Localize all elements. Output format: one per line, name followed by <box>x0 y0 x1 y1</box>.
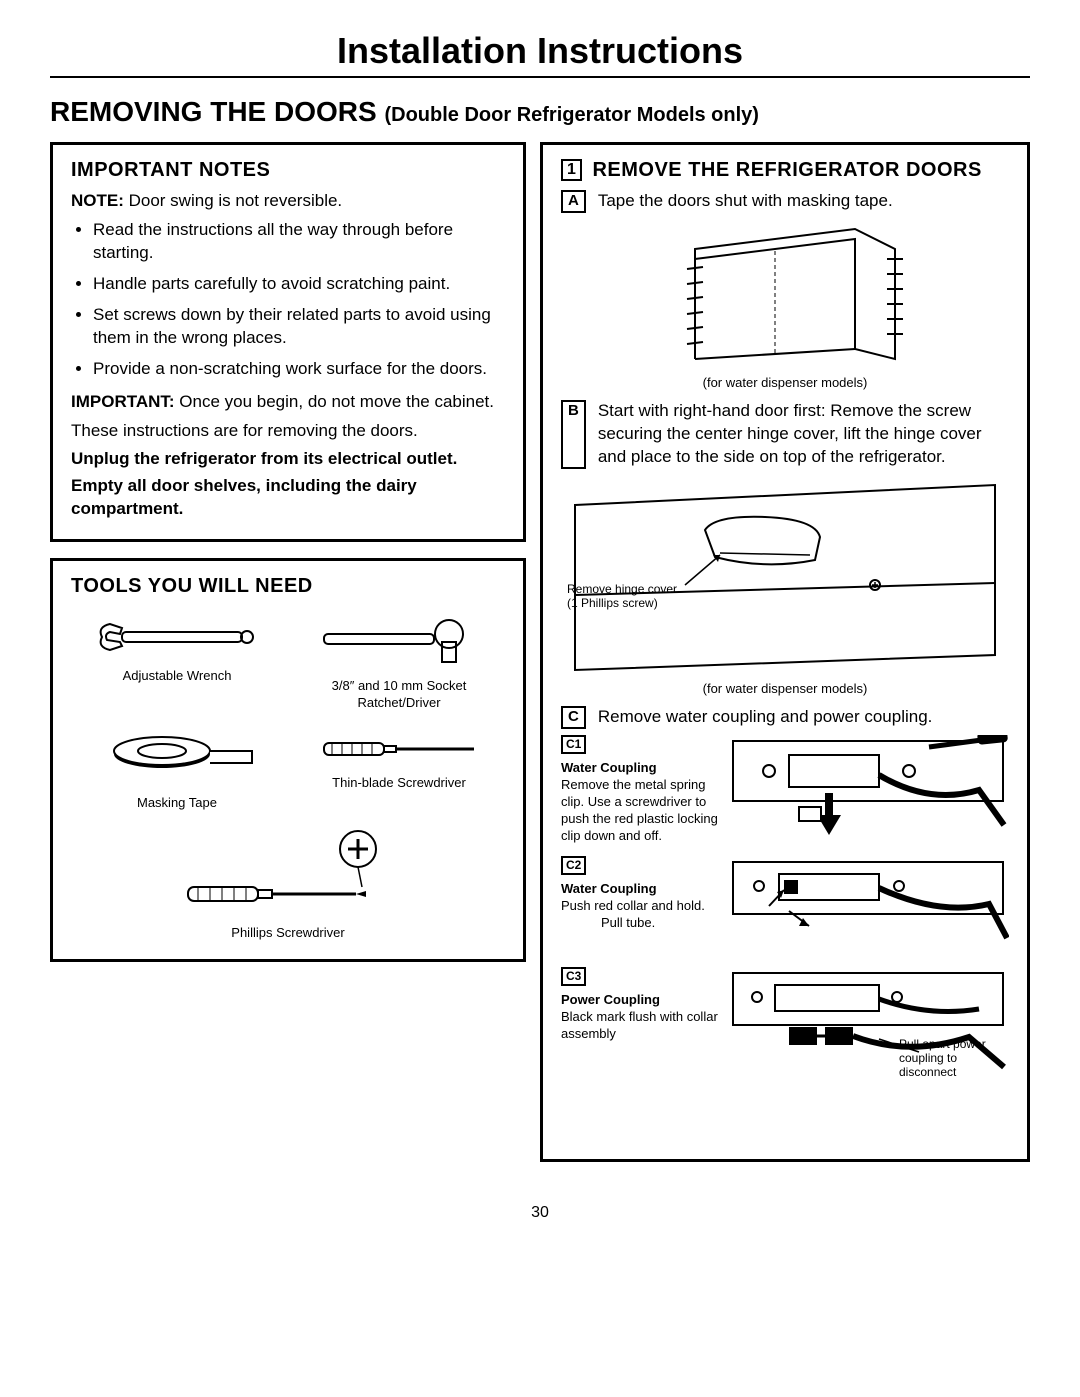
c1-left: C1 Water Coupling Remove the metal sprin… <box>561 735 721 850</box>
bullet-2: Handle parts carefully to avoid scratchi… <box>93 273 505 296</box>
important-label: IMPORTANT: <box>71 392 175 411</box>
c3-illustration: Pull apart power coupling to disconnect <box>729 967 1009 1092</box>
empty-shelves-line: Empty all door shelves, including the da… <box>71 475 505 521</box>
tool-phillips: Phillips Screwdriver <box>71 829 505 941</box>
wrench-icon <box>92 612 262 662</box>
remove-doors-title: 1 REMOVE THE REFRIGERATOR DOORS <box>561 159 1009 182</box>
tool-phillips-label: Phillips Screwdriver <box>71 925 505 941</box>
step-b: B Start with right-hand door first: Remo… <box>561 400 1009 469</box>
c2-text1: Push red collar and hold. <box>561 898 721 915</box>
step-b-letter: B <box>561 400 586 469</box>
tape-icon <box>92 729 262 789</box>
c2-illustration <box>729 856 1009 961</box>
bullet-1: Read the instructions all the way throug… <box>93 219 505 265</box>
remove-doors-title-text: REMOVE THE REFRIGERATOR DOORS <box>592 159 981 181</box>
tool-thin-label: Thin-blade Screwdriver <box>293 775 505 791</box>
step-a-text: Tape the doors shut with masking tape. <box>598 190 1009 213</box>
c2-left: C2 Water Coupling Push red collar and ho… <box>561 856 721 961</box>
bullet-4: Provide a non-scratching work surface fo… <box>93 358 505 381</box>
c3-text1: Black mark flush with collar assembly <box>561 1009 721 1043</box>
step-b-callout2: (1 Phillips screw) <box>567 596 658 610</box>
step-a-note: (for water dispenser models) <box>561 375 1009 390</box>
title-rule <box>50 76 1030 78</box>
remove-doors-box: 1 REMOVE THE REFRIGERATOR DOORS A Tape t… <box>540 142 1030 1162</box>
c1-label: C1 <box>561 735 586 755</box>
step-b-text: Start with right-hand door first: Remove… <box>598 400 1009 469</box>
c2-label: C2 <box>561 856 586 876</box>
tool-tape: Masking Tape <box>71 729 283 811</box>
step-b-illustration: Remove hinge cover (1 Phillips screw) <box>561 475 1009 675</box>
tool-thin-screwdriver: Thin-blade Screwdriver <box>293 729 505 811</box>
substep-c3: C3 Power Coupling Black mark flush with … <box>561 967 1009 1092</box>
page-number: 30 <box>50 1204 1030 1222</box>
c3-label: C3 <box>561 967 586 987</box>
c1-text: Remove the metal spring clip. Use a scre… <box>561 777 721 845</box>
section-heading: REMOVING THE DOORS (Double Door Refriger… <box>50 96 1030 128</box>
bullet-3: Set screws down by their related parts t… <box>93 304 505 350</box>
step-number-1: 1 <box>561 159 582 181</box>
important-notes-title: IMPORTANT NOTES <box>71 159 505 182</box>
note-text: Door swing is not reversible. <box>124 191 342 210</box>
step-b-callout1: Remove hinge cover <box>567 582 677 596</box>
section-sub: (Double Door Refrigerator Models only) <box>384 104 758 126</box>
notes-bullets: Read the instructions all the way throug… <box>71 219 505 381</box>
step-a: A Tape the doors shut with masking tape. <box>561 190 1009 213</box>
tool-wrench-label: Adjustable Wrench <box>71 668 283 684</box>
ratchet-icon <box>314 612 484 672</box>
unplug-line: Unplug the refrigerator from its electri… <box>71 448 505 471</box>
substep-c1: C1 Water Coupling Remove the metal sprin… <box>561 735 1009 850</box>
tool-ratchet: 3/8″ and 10 mm Socket Ratchet/Driver <box>293 612 505 711</box>
section-main: REMOVING THE DOORS <box>50 96 377 127</box>
step-a-letter: A <box>561 190 586 213</box>
c1-title: Water Coupling <box>561 760 721 777</box>
c3-text2: Pull apart power coupling to disconnect <box>899 1037 1009 1080</box>
note-label: NOTE: <box>71 191 124 210</box>
substep-c2: C2 Water Coupling Push red collar and ho… <box>561 856 1009 961</box>
tools-box: TOOLS YOU WILL NEED Adjustable Wrench <box>50 558 526 962</box>
c3-left: C3 Power Coupling Black mark flush with … <box>561 967 721 1092</box>
step-c: C Remove water coupling and power coupli… <box>561 706 1009 729</box>
tool-wrench: Adjustable Wrench <box>71 612 283 711</box>
tool-tape-label: Masking Tape <box>71 795 283 811</box>
step-b-callout: Remove hinge cover (1 Phillips screw) <box>567 583 677 611</box>
instructions-for-line: These instructions are for removing the … <box>71 420 505 443</box>
c1-illustration <box>729 735 1009 850</box>
c2-text2: Pull tube. <box>601 915 721 932</box>
important-line: IMPORTANT: Once you begin, do not move t… <box>71 391 505 414</box>
right-column: 1 REMOVE THE REFRIGERATOR DOORS A Tape t… <box>540 142 1030 1178</box>
page-title: Installation Instructions <box>50 30 1030 72</box>
content-columns: IMPORTANT NOTES NOTE: Door swing is not … <box>50 142 1030 1178</box>
step-b-note: (for water dispenser models) <box>561 681 1009 696</box>
important-notes-box: IMPORTANT NOTES NOTE: Door swing is not … <box>50 142 526 542</box>
step-c-letter: C <box>561 706 586 729</box>
c2-title: Water Coupling <box>561 881 721 898</box>
c3-title: Power Coupling <box>561 992 721 1009</box>
tool-ratchet-label: 3/8″ and 10 mm Socket Ratchet/Driver <box>293 678 505 711</box>
thin-screwdriver-icon <box>314 729 484 769</box>
left-column: IMPORTANT NOTES NOTE: Door swing is not … <box>50 142 526 978</box>
step-c-text: Remove water coupling and power coupling… <box>598 706 1009 729</box>
phillips-icon <box>158 829 418 919</box>
tools-grid: Adjustable Wrench 3/8″ and 10 mm Socket … <box>71 612 505 941</box>
tools-title: TOOLS YOU WILL NEED <box>71 575 505 598</box>
note-line: NOTE: Door swing is not reversible. <box>71 190 505 213</box>
important-text: Once you begin, do not move the cabinet. <box>175 392 494 411</box>
step-a-illustration <box>561 219 1009 369</box>
